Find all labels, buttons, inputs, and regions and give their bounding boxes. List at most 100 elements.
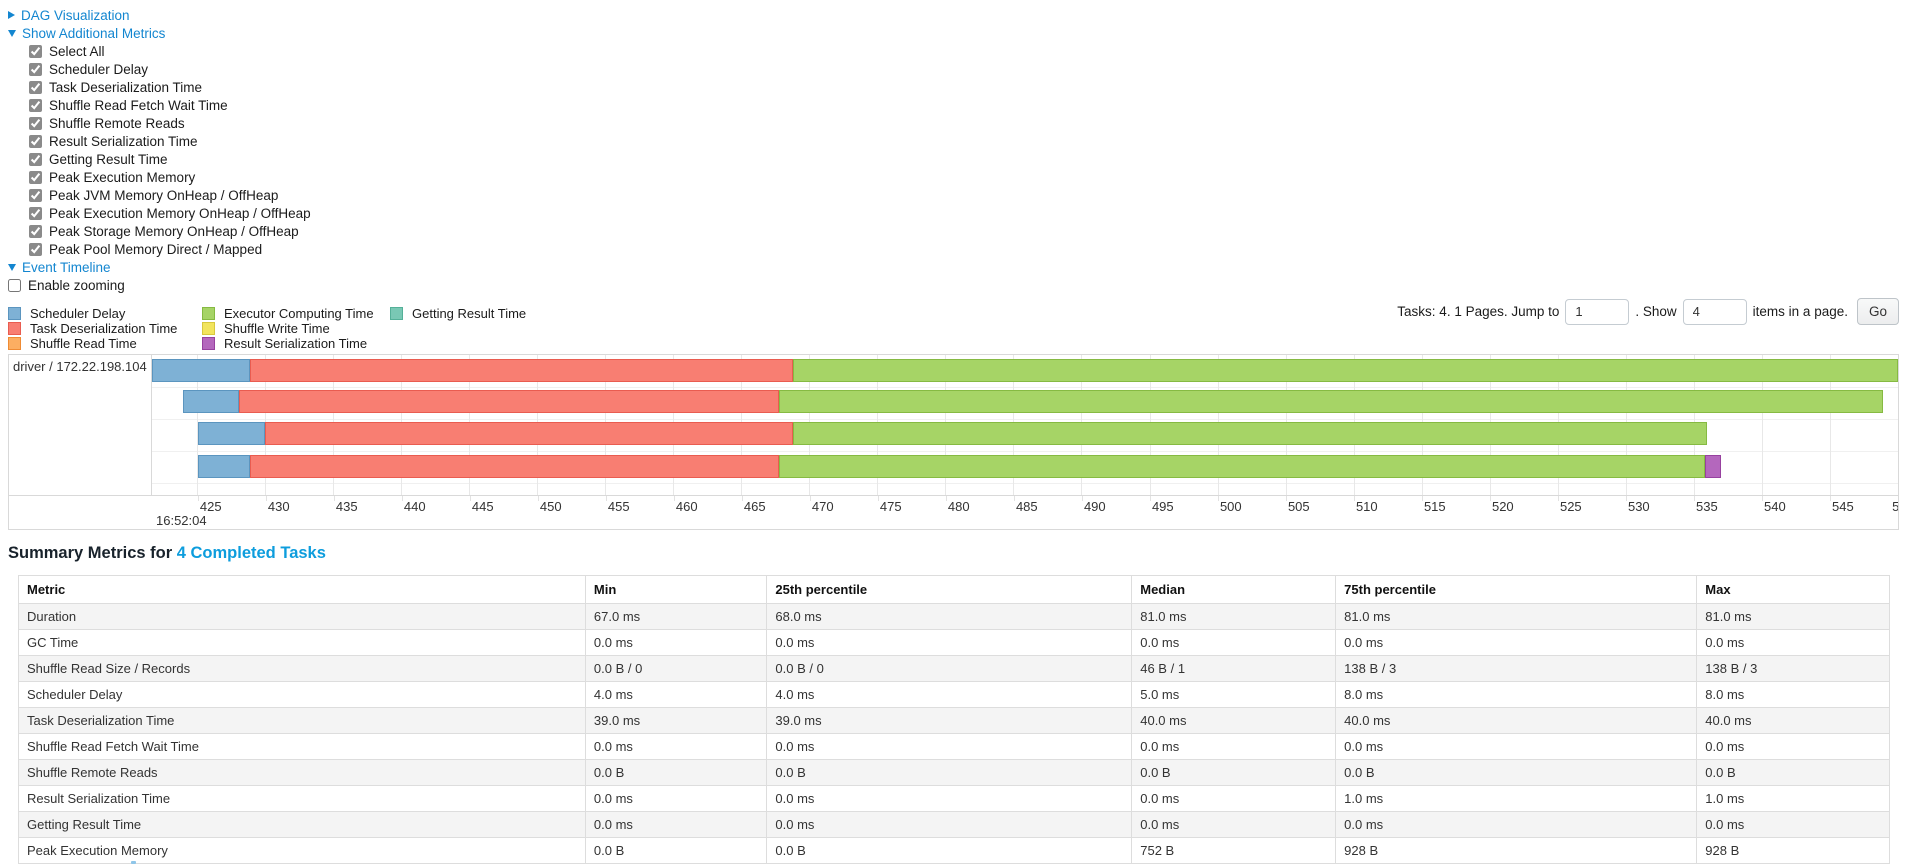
metric-checkbox-label: Result Serialization Time	[49, 133, 198, 149]
legend-item-shuffle_read: Shuffle Read Time	[8, 336, 202, 351]
timeline-tick-gridline	[196, 355, 198, 495]
metric-checkbox[interactable]	[29, 80, 42, 94]
legend-label: Shuffle Write Time	[224, 321, 330, 336]
summary-metrics-heading: Summary Metrics for 4 Completed Tasks	[8, 544, 1899, 564]
axis-tick-mark	[1013, 496, 1015, 501]
axis-tick-label: 465	[743, 499, 766, 514]
jump-to-page-input[interactable]	[1565, 298, 1630, 325]
enable-zooming-row: Enable zooming	[8, 276, 1899, 294]
metric-name-cell: Getting Result Time	[18, 811, 586, 838]
completed-tasks-link[interactable]: 4 Completed Tasks	[176, 544, 326, 562]
metric-checkbox-label: Getting Result Time	[49, 151, 168, 167]
enable-zooming-checkbox[interactable]	[8, 278, 21, 292]
metric-value-cell: 0.0 B	[584, 759, 768, 786]
legend-swatch-result_serialization	[202, 337, 215, 350]
metric-value-cell: 0.0 B / 0	[584, 655, 768, 682]
axis-tick-mark	[741, 496, 743, 501]
metric-value-cell: 0.0 ms	[584, 785, 768, 812]
metric-value-cell: 0.0 B	[766, 837, 1133, 864]
metrics-checkbox-item: Peak Execution Memory	[29, 168, 1899, 186]
metric-checkbox[interactable]	[29, 98, 42, 112]
timeline-bar-segment-scheduler_delay[interactable]	[198, 422, 265, 445]
metric-checkbox[interactable]	[29, 242, 42, 256]
metric-checkbox[interactable]	[29, 206, 42, 220]
axis-tick-mark	[1217, 496, 1219, 501]
table-row: Getting Result Time 0.0 ms 0.0 ms 0.0 ms 0.0…	[18, 811, 1890, 838]
metric-checkbox[interactable]	[29, 134, 42, 148]
timeline-body: driver / 172.22.198.104	[9, 355, 1898, 495]
metric-checkbox[interactable]	[29, 62, 42, 76]
metrics-checkbox-item: Scheduler Delay	[29, 60, 1899, 78]
axis-tick-label: 5	[1892, 499, 1898, 514]
metric-value-cell: 46 B / 1	[1131, 655, 1337, 682]
metric-value-cell: 40.0 ms	[1131, 707, 1337, 734]
axis-tick-label: 475	[879, 499, 902, 514]
timeline-bar-segment-task_deserialization[interactable]	[249, 359, 793, 382]
items-per-page-input[interactable]	[1682, 298, 1747, 325]
metric-value-cell: 39.0 ms	[584, 707, 768, 734]
pagination-between: . Show	[1635, 304, 1677, 319]
table-row: Shuffle Remote Reads 0.0 B 0.0 B 0.0 B 0.0 B…	[18, 759, 1890, 786]
metric-checkbox[interactable]	[29, 152, 42, 166]
event-timeline-toggle[interactable]: Event Timeline	[8, 258, 1899, 276]
axis-tick-label: 430	[267, 499, 290, 514]
timeline-bar-segment-task_deserialization[interactable]	[264, 422, 793, 445]
axis-tick-label: 460	[675, 499, 698, 514]
metrics-checkbox-item: Peak Execution Memory OnHeap / OffHeap	[29, 204, 1899, 222]
metric-checkbox[interactable]	[29, 170, 42, 184]
timeline-bar-segment-scheduler_delay[interactable]	[198, 455, 250, 478]
metric-value-cell: 81.0 ms	[1131, 603, 1337, 630]
metric-checkbox[interactable]	[29, 224, 42, 238]
axis-tick-mark	[1557, 496, 1559, 501]
metric-value-cell: 0.0 ms	[584, 733, 768, 760]
metric-checkbox-label: Peak JVM Memory OnHeap / OffHeap	[49, 187, 279, 203]
axis-tick-label: 515	[1423, 499, 1446, 514]
summary-metrics-table: Metric Min 25th percentile Median 75th perce…	[18, 575, 1890, 864]
chevron-down-icon	[8, 29, 16, 37]
metric-value-cell: 8.0 ms	[1696, 681, 1890, 708]
metric-checkbox-label: Shuffle Remote Reads	[49, 115, 185, 131]
summary-col-header: 25th percentile	[766, 575, 1133, 604]
metric-value-cell: 0.0 ms	[1131, 785, 1337, 812]
metric-value-cell: 0.0 ms	[1696, 811, 1890, 838]
show-additional-metrics-toggle[interactable]: Show Additional Metrics	[8, 24, 1899, 42]
axis-tick-label: 440	[403, 499, 426, 514]
timeline-bar-segment-task_deserialization[interactable]	[239, 390, 780, 413]
timeline-bar-segment-result_serialization[interactable]	[1704, 455, 1722, 478]
axis-tick-mark	[1625, 496, 1627, 501]
summary-heading-prefix: Summary Metrics for	[8, 544, 173, 562]
timeline-bar-segment-scheduler_delay[interactable]	[152, 359, 250, 382]
axis-tick-label: 455	[607, 499, 630, 514]
metric-value-cell: 0.0 ms	[584, 811, 768, 838]
metric-checkbox[interactable]	[29, 188, 42, 202]
legend-label: Result Serialization Time	[224, 336, 368, 351]
metric-value-cell: 40.0 ms	[1335, 707, 1698, 734]
legend-item-getting_result: Getting Result Time	[390, 306, 526, 321]
timeline-bar-segment-executor_computing[interactable]	[792, 422, 1708, 445]
metric-value-cell: 8.0 ms	[1335, 681, 1698, 708]
metric-value-cell: 0.0 B / 0	[766, 655, 1133, 682]
timeline-bar-segment-executor_computing[interactable]	[779, 390, 1884, 413]
metric-value-cell: 138 B / 3	[1335, 655, 1698, 682]
timeline-row-gridline	[152, 387, 1898, 388]
go-button[interactable]: Go	[1856, 298, 1899, 325]
table-row: Duration 67.0 ms 68.0 ms 81.0 ms 81.0 ms 81.0…	[18, 603, 1890, 630]
table-row: Result Serialization Time 0.0 ms 0.0 ms 0.0…	[18, 785, 1890, 812]
timeline-bar-segment-task_deserialization[interactable]	[249, 455, 780, 478]
timeline-bar-segment-executor_computing[interactable]	[779, 455, 1705, 478]
metric-value-cell: 40.0 ms	[1696, 707, 1890, 734]
metric-checkbox[interactable]	[29, 44, 42, 58]
metric-value-cell: 0.0 ms	[1131, 733, 1337, 760]
axis-tick-mark	[197, 496, 199, 501]
table-row: Scheduler Delay 4.0 ms 4.0 ms 5.0 ms 8.0 ms 8…	[18, 681, 1890, 708]
axis-tick-label: 530	[1627, 499, 1650, 514]
axis-tick-mark	[333, 496, 335, 501]
axis-tick-mark	[877, 496, 879, 501]
axis-tick-label: 545	[1831, 499, 1854, 514]
timeline-bar-segment-executor_computing[interactable]	[792, 359, 1898, 382]
metric-value-cell: 0.0 ms	[584, 629, 768, 656]
metric-checkbox[interactable]	[29, 116, 42, 130]
dag-visualization-toggle[interactable]: DAG Visualization	[8, 6, 1899, 24]
timeline-row-gridline	[152, 483, 1898, 484]
timeline-bar-segment-scheduler_delay[interactable]	[183, 390, 240, 413]
